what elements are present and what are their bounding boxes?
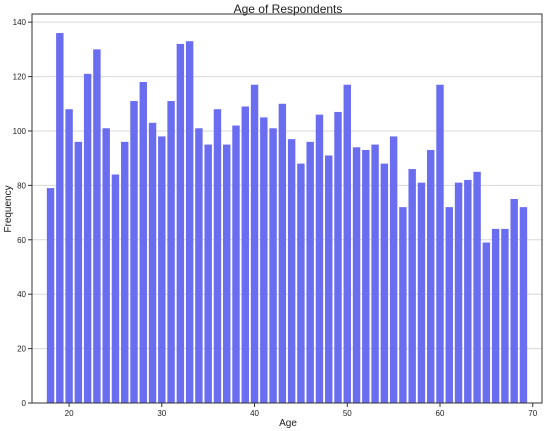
bar-age-24 bbox=[102, 128, 110, 403]
bar-age-18 bbox=[46, 188, 55, 403]
bar-age-44 bbox=[287, 139, 296, 403]
y-axis-label: Frequency bbox=[3, 185, 14, 232]
bar-age-59 bbox=[427, 150, 435, 403]
bar-age-67 bbox=[501, 228, 509, 403]
bar-age-25 bbox=[111, 174, 120, 403]
y-tick-label-80: 80 bbox=[17, 181, 26, 190]
bar-age-47 bbox=[315, 114, 324, 403]
bar-age-56 bbox=[399, 207, 407, 403]
plot-frame bbox=[31, 13, 543, 404]
bar-age-33 bbox=[185, 41, 194, 404]
x-tick-label-70: 70 bbox=[528, 409, 537, 418]
bar-age-55 bbox=[389, 136, 398, 403]
bar-age-26 bbox=[121, 141, 129, 403]
bar-age-49 bbox=[334, 111, 342, 404]
bar-age-58 bbox=[417, 182, 426, 403]
x-axis-ticks: 20 30 40 50 60 70 bbox=[65, 403, 538, 418]
bar-age-62 bbox=[454, 182, 463, 403]
bar-age-65 bbox=[482, 242, 491, 403]
bar-age-21 bbox=[74, 141, 83, 403]
bar-age-46 bbox=[306, 141, 314, 403]
bar-age-61 bbox=[445, 207, 453, 403]
bar-age-52 bbox=[362, 150, 370, 403]
bar-age-48 bbox=[325, 155, 333, 403]
bar-age-23 bbox=[93, 49, 101, 403]
x-tick-label-60: 60 bbox=[436, 409, 445, 418]
bar-age-45 bbox=[297, 163, 305, 403]
bar-age-22 bbox=[83, 73, 92, 403]
y-tick-label-120: 120 bbox=[13, 73, 27, 82]
bar-age-60 bbox=[436, 84, 444, 404]
bar-age-28 bbox=[139, 82, 147, 404]
x-tick-label-50: 50 bbox=[343, 409, 352, 418]
bar-age-38 bbox=[232, 125, 240, 404]
x-axis-label: Age bbox=[279, 418, 297, 429]
x-tick-label-40: 40 bbox=[250, 409, 259, 418]
bar-age-32 bbox=[176, 43, 185, 404]
bar-age-39 bbox=[241, 106, 249, 404]
bar-age-31 bbox=[167, 101, 175, 403]
bar-age-63 bbox=[464, 179, 472, 403]
y-tick-label-20: 20 bbox=[17, 345, 26, 354]
bar-age-40 bbox=[250, 84, 259, 404]
bar-age-19 bbox=[56, 33, 64, 403]
bar-age-50 bbox=[343, 84, 351, 404]
x-tick-label-30: 30 bbox=[157, 409, 166, 418]
bar-age-41 bbox=[260, 117, 268, 403]
bar-age-37 bbox=[223, 144, 231, 403]
y-tick-label-140: 140 bbox=[13, 18, 27, 27]
y-axis-ticks: 0 20 40 60 80 100 120 140 bbox=[13, 18, 32, 408]
bar-age-34 bbox=[195, 128, 203, 403]
bars bbox=[46, 33, 528, 404]
y-tick-label-40: 40 bbox=[17, 290, 26, 299]
chart-title: Age of Respondents bbox=[234, 2, 343, 16]
y-tick-label-0: 0 bbox=[22, 399, 27, 408]
bar-age-68 bbox=[510, 198, 518, 403]
bar-age-36 bbox=[213, 109, 222, 404]
bar-age-66 bbox=[491, 228, 500, 403]
bar-age-30 bbox=[158, 136, 166, 403]
bar-age-20 bbox=[65, 109, 73, 404]
bar-age-64 bbox=[473, 171, 481, 403]
bar-age-43 bbox=[278, 103, 287, 404]
bar-age-51 bbox=[352, 147, 361, 403]
bar-age-57 bbox=[408, 169, 416, 403]
bar-age-29 bbox=[148, 122, 157, 403]
bar-age-35 bbox=[204, 144, 212, 403]
bar-age-54 bbox=[380, 163, 389, 403]
bar-age-27 bbox=[130, 101, 138, 403]
y-tick-label-100: 100 bbox=[13, 127, 27, 136]
y-tick-label-60: 60 bbox=[17, 236, 26, 245]
bar-age-69 bbox=[519, 207, 528, 403]
bar-age-42 bbox=[269, 128, 277, 403]
x-tick-label-20: 20 bbox=[65, 409, 74, 418]
bar-age-53 bbox=[371, 144, 379, 403]
